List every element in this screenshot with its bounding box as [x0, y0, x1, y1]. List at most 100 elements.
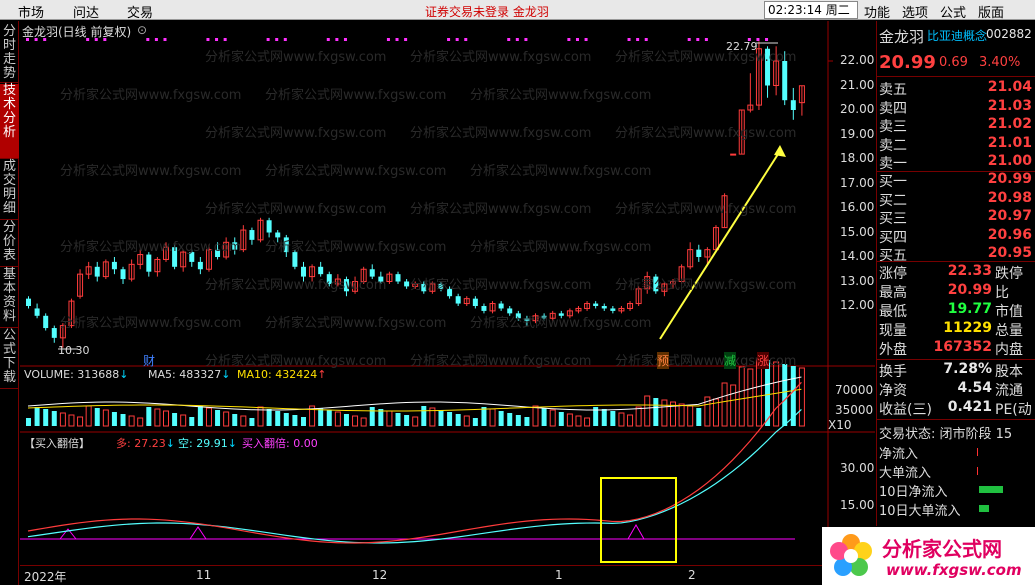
price-change-pct: 3.40%	[979, 55, 1021, 70]
candle-down	[765, 48, 771, 86]
volume-bar	[498, 411, 504, 426]
watermark-text: 分析家公式网www.fxgsw.com	[615, 126, 797, 141]
candle-up	[128, 263, 135, 280]
bid-row-value: 20.98	[987, 189, 1032, 206]
stat-row: 现量 11229 总量	[879, 320, 1035, 339]
menu-function[interactable]: 功能	[864, 6, 891, 21]
volume-bar	[102, 409, 109, 427]
candle-up	[180, 251, 187, 268]
stat2-row-label: 收益(三)	[879, 402, 932, 418]
bid-row: 买二 20.98	[879, 190, 1035, 209]
quote-price-row: 20.99 0.69 3.40%	[879, 52, 1035, 73]
signal-dot	[215, 38, 219, 41]
volume-bar	[507, 413, 513, 426]
signal-dot	[644, 38, 648, 41]
volume-unit: X10	[828, 418, 852, 432]
watermark-text: 分析家公式网www.fxgsw.com	[265, 88, 447, 103]
candle-up	[309, 266, 316, 278]
signal-dot	[575, 38, 579, 41]
volume-bar	[120, 414, 126, 426]
watermark-text: 分析家公式网www.fxgsw.com	[615, 50, 797, 65]
ask-row-label: 卖三	[879, 119, 907, 135]
signal-dot	[696, 38, 700, 41]
event-marker-zhang[interactable]: 涨	[757, 352, 770, 369]
candle-up	[635, 288, 642, 305]
watermark-text: 分析家公式网www.fxgsw.com	[615, 354, 797, 369]
volume-bar	[584, 417, 591, 427]
menu-layout[interactable]: 版面	[978, 6, 1005, 21]
signal-dot	[335, 38, 339, 41]
tab-intraday[interactable]: 分时走势	[0, 25, 19, 83]
indicator-duo-line	[27, 381, 802, 544]
tab-formula-download[interactable]: 公式下载	[0, 329, 19, 389]
candle-down	[378, 276, 384, 282]
chart-canvas	[20, 21, 875, 565]
volume-bar	[644, 395, 651, 427]
candle-up	[223, 241, 230, 258]
menu-wenda[interactable]: 问达	[73, 6, 100, 21]
candle-up	[68, 300, 75, 327]
volume-bar	[137, 417, 144, 427]
candle-up	[566, 310, 573, 317]
price-tick-label: 20.00	[840, 102, 875, 116]
candle-down	[51, 328, 57, 338]
watermark-text: 分析家公式网www.fxgsw.com	[410, 278, 592, 293]
signal-dot	[464, 38, 468, 41]
candle-up	[773, 60, 780, 86]
stock-code: 002882	[986, 27, 1032, 41]
volume-bar	[240, 415, 247, 427]
candle-up	[352, 281, 359, 292]
stock-concept[interactable]: 比亚迪概念	[927, 29, 988, 43]
signal-dot	[447, 38, 451, 41]
volume-bar	[782, 364, 788, 426]
volume-bar	[678, 403, 685, 427]
volume-bar	[300, 417, 306, 426]
candle-up	[59, 325, 66, 339]
volume-ma10-line	[27, 388, 802, 412]
volume-bar	[524, 417, 530, 426]
volume-bar	[610, 411, 616, 426]
indicator-kong-line	[27, 409, 802, 544]
menu-options[interactable]: 选项	[902, 6, 929, 21]
indicator-name[interactable]: 【买入翻倍】	[24, 437, 90, 450]
signal-dot	[747, 38, 751, 41]
candle-up	[678, 266, 685, 283]
stat-row-label: 最低	[879, 304, 907, 320]
chart-settings-icon[interactable]: ⊙	[137, 23, 148, 37]
menu-trade[interactable]: 交易	[127, 6, 154, 21]
candle-down	[653, 276, 659, 292]
candle-down	[610, 308, 616, 311]
price-tick-label: 14.00	[840, 249, 875, 263]
event-marker-jian[interactable]: 减	[724, 352, 737, 369]
signal-dot	[103, 38, 107, 41]
candle-up	[334, 278, 341, 285]
volume-bar	[326, 410, 332, 426]
volume-axis-top: 70000	[835, 383, 874, 397]
flow-row: 10日净流入	[879, 481, 1035, 500]
event-marker-yu[interactable]: 预	[657, 352, 670, 369]
candle-up	[618, 307, 625, 312]
candle-down	[455, 296, 461, 304]
chart-area[interactable]: 分析家公式网www.fxgsw.com 分析家公式网www.fxgsw.com 分析…	[20, 21, 875, 565]
candle-up	[644, 276, 651, 290]
volume-bar	[68, 414, 75, 427]
flow-label: 净流入	[879, 447, 919, 462]
volume-bar	[146, 407, 152, 426]
menu-formula[interactable]: 公式	[940, 6, 967, 21]
event-marker-cai[interactable]: 财	[143, 354, 156, 368]
stat2-row-tail: 股本	[995, 364, 1023, 380]
stat-row-value: 20.99	[947, 282, 992, 298]
candle-down	[34, 308, 40, 316]
tab-trades[interactable]: 成交明细	[0, 160, 19, 220]
volume-bar	[438, 410, 444, 426]
stat2-row-value: 4.54	[957, 380, 992, 396]
bid-row-value: 20.95	[987, 245, 1032, 261]
price-tick-label: 21.00	[840, 77, 875, 92]
tab-fundamentals[interactable]: 基本资料	[0, 268, 19, 328]
tab-price-table[interactable]: 分价表	[0, 221, 19, 267]
logo-title: 分析家公式网	[882, 537, 1002, 561]
tab-technical[interactable]: 技术分析	[0, 84, 19, 159]
volume-ma5-line	[27, 376, 802, 411]
menu-market[interactable]: 市场	[18, 6, 45, 21]
ask-row: 卖四 21.03	[879, 98, 1035, 117]
